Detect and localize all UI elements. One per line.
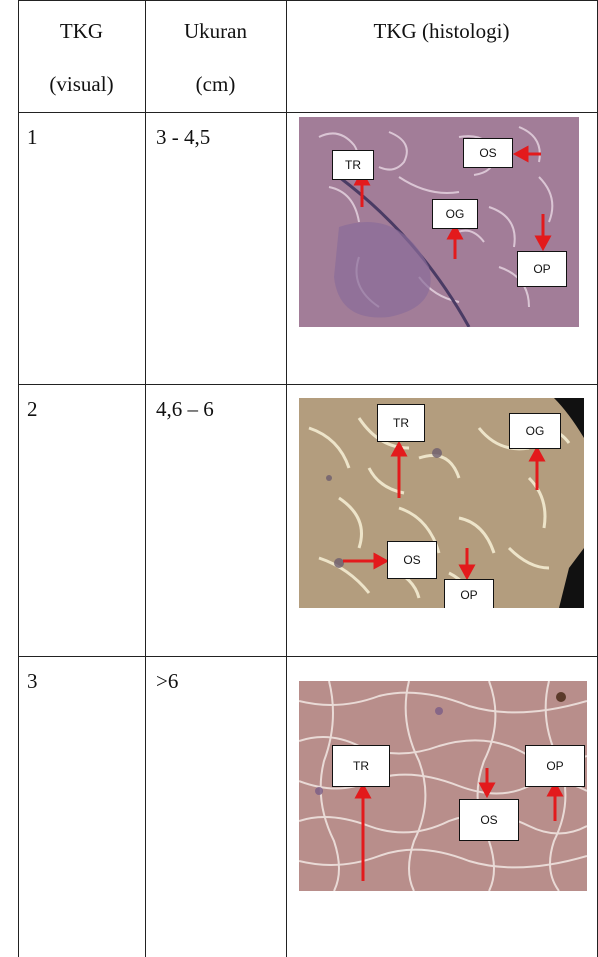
header-tkg-visual-line1: TKG	[59, 19, 104, 43]
column-divider-2	[286, 0, 287, 957]
row3-label-os: OS	[459, 799, 519, 841]
row3-ukuran: >6	[156, 669, 179, 693]
row1-histology-image: TR OS OG OP	[299, 117, 579, 327]
row3-label-tr: TR	[332, 745, 390, 787]
table-border-top	[18, 0, 598, 1]
row2-tkg-visual: 2	[27, 397, 38, 421]
row1-ukuran: 3 - 4,5	[156, 125, 211, 149]
header-ukuran-line1: Ukuran	[184, 19, 247, 43]
row3-label-op: OP	[525, 745, 585, 787]
row1-label-og: OG	[432, 199, 478, 229]
row2-arrows	[343, 440, 546, 581]
row1-tkg-visual: 1	[27, 125, 38, 149]
header-row-divider	[18, 112, 598, 113]
row3-arrows	[354, 768, 564, 881]
row2-label-op: OP	[444, 579, 494, 608]
row3-tkg-visual: 3	[27, 669, 38, 693]
row1-label-op: OP	[517, 251, 567, 287]
row2-label-os: OS	[387, 541, 437, 579]
header-ukuran-line2: (cm)	[195, 72, 236, 96]
row1-label-os: OS	[463, 138, 513, 168]
row3-histology-image: TR OP OS	[299, 681, 587, 891]
header-tkg-visual-line2: (visual)	[49, 72, 114, 96]
row-divider-1	[18, 384, 598, 385]
row2-histology-image: TR OG OS OP	[299, 398, 584, 608]
header-tkg-histologi: TKG (histologi)	[373, 19, 510, 43]
row-divider-2	[18, 656, 598, 657]
row1-label-tr: TR	[332, 150, 374, 180]
row2-label-tr: TR	[377, 404, 425, 442]
row2-ukuran: 4,6 – 6	[156, 397, 214, 421]
row2-label-og: OG	[509, 413, 561, 449]
table-border-left	[18, 0, 19, 957]
column-divider-1	[145, 0, 146, 957]
